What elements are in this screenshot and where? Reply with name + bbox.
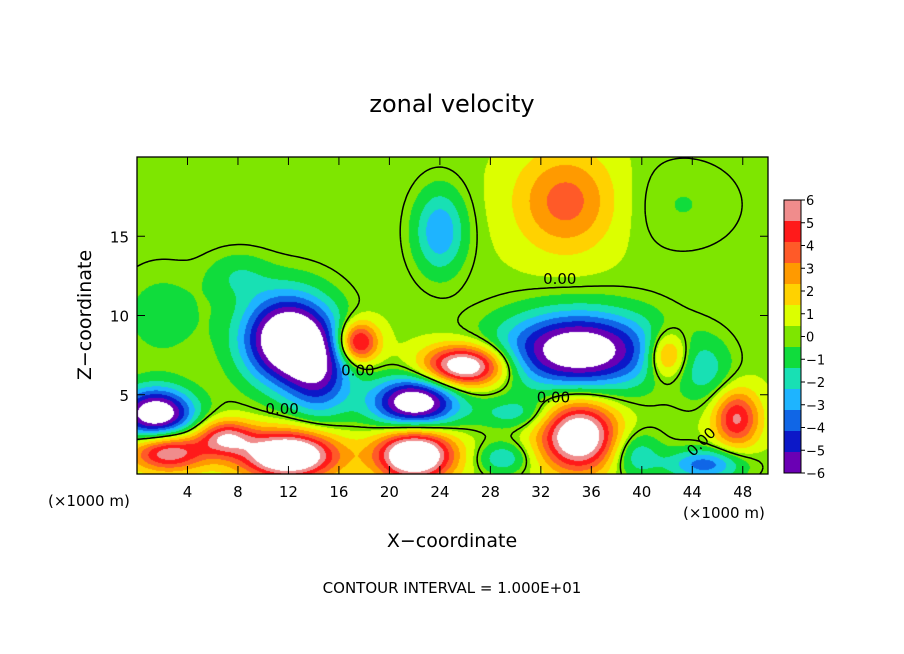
colorbar-tick-label: 6 [806,194,814,209]
x-tick-label: 48 [733,483,752,501]
velocity-field [137,157,768,474]
colorbar-swatch [784,452,801,474]
colorbar-swatch [784,221,801,243]
x-tick-label: 20 [380,483,399,501]
x-tick-label: 40 [632,483,651,501]
y-tick-label: 5 [119,387,129,405]
colorbar-swatch [784,263,801,285]
x-tick-label: 24 [430,483,449,501]
zero-contour [137,157,764,474]
y-axis: 5 10 15 [110,228,768,405]
colorbar-swatch [784,284,801,306]
x-tick-label: 16 [329,483,348,501]
colorbar-swatch [784,305,801,327]
chart-title: zonal velocity [369,90,534,118]
colorbar-tick-label: −3 [806,399,825,414]
x-axis-label: X−coordinate [387,530,517,552]
x-tick-label: 36 [582,483,601,501]
colorbar-swatch [784,368,801,390]
colorbar-swatch [784,410,801,432]
colorbar-tick-label: −6 [806,467,825,482]
y-tick-label: 15 [110,228,129,246]
y-axis-label: Z−coordinate [74,250,96,380]
colorbar-swatch [784,200,801,222]
colorbar-swatch [784,389,801,411]
x-tick-label: 32 [531,483,550,501]
colorbar-tick-label: −2 [806,376,825,391]
colorbar-tick-label: −4 [806,422,825,437]
contour-lines [137,157,764,474]
contour-label: 0.00 [341,362,374,380]
x-tick-label: 12 [279,483,298,501]
colorbar-swatch [784,326,801,348]
x-unit-left: (×1000 m) [48,492,130,510]
colorbar-tick-label: 2 [806,285,814,300]
x-tick-label: 28 [481,483,500,501]
colorbar-swatch [784,431,801,453]
x-tick-label: 4 [183,483,193,501]
plot-area: 0.000.000.000.000.00 [137,157,768,474]
x-tick-label: 8 [233,483,243,501]
contour-label: 0.00 [265,400,298,418]
contour-label: 0.00 [543,270,576,288]
colorbar-swatch [784,242,801,264]
contour-label: 0.00 [537,389,570,407]
colorbar-tick-label: 5 [806,217,814,232]
contour-interval-note: CONTOUR INTERVAL = 1.000E+01 [323,579,582,597]
colorbar: 6 5 4 3 2 1 0 −1 −2 −3 −4 −5 −6 [783,194,825,482]
x-axis: 4 8 12 16 20 24 28 32 36 40 44 48 [183,157,752,501]
colorbar-tick-label: −1 [806,353,825,368]
colorbar-tick-label: 0 [806,331,814,346]
colorbar-tick-label: −5 [806,444,825,459]
x-tick-label: 44 [683,483,702,501]
colorbar-tick-label: 4 [806,240,814,255]
colorbar-tick-label: 1 [806,308,814,323]
colorbar-swatch [784,347,801,369]
colorbar-tick-label: 3 [806,262,814,277]
x-unit-right: (×1000 m) [683,504,765,522]
y-tick-label: 10 [110,308,129,326]
